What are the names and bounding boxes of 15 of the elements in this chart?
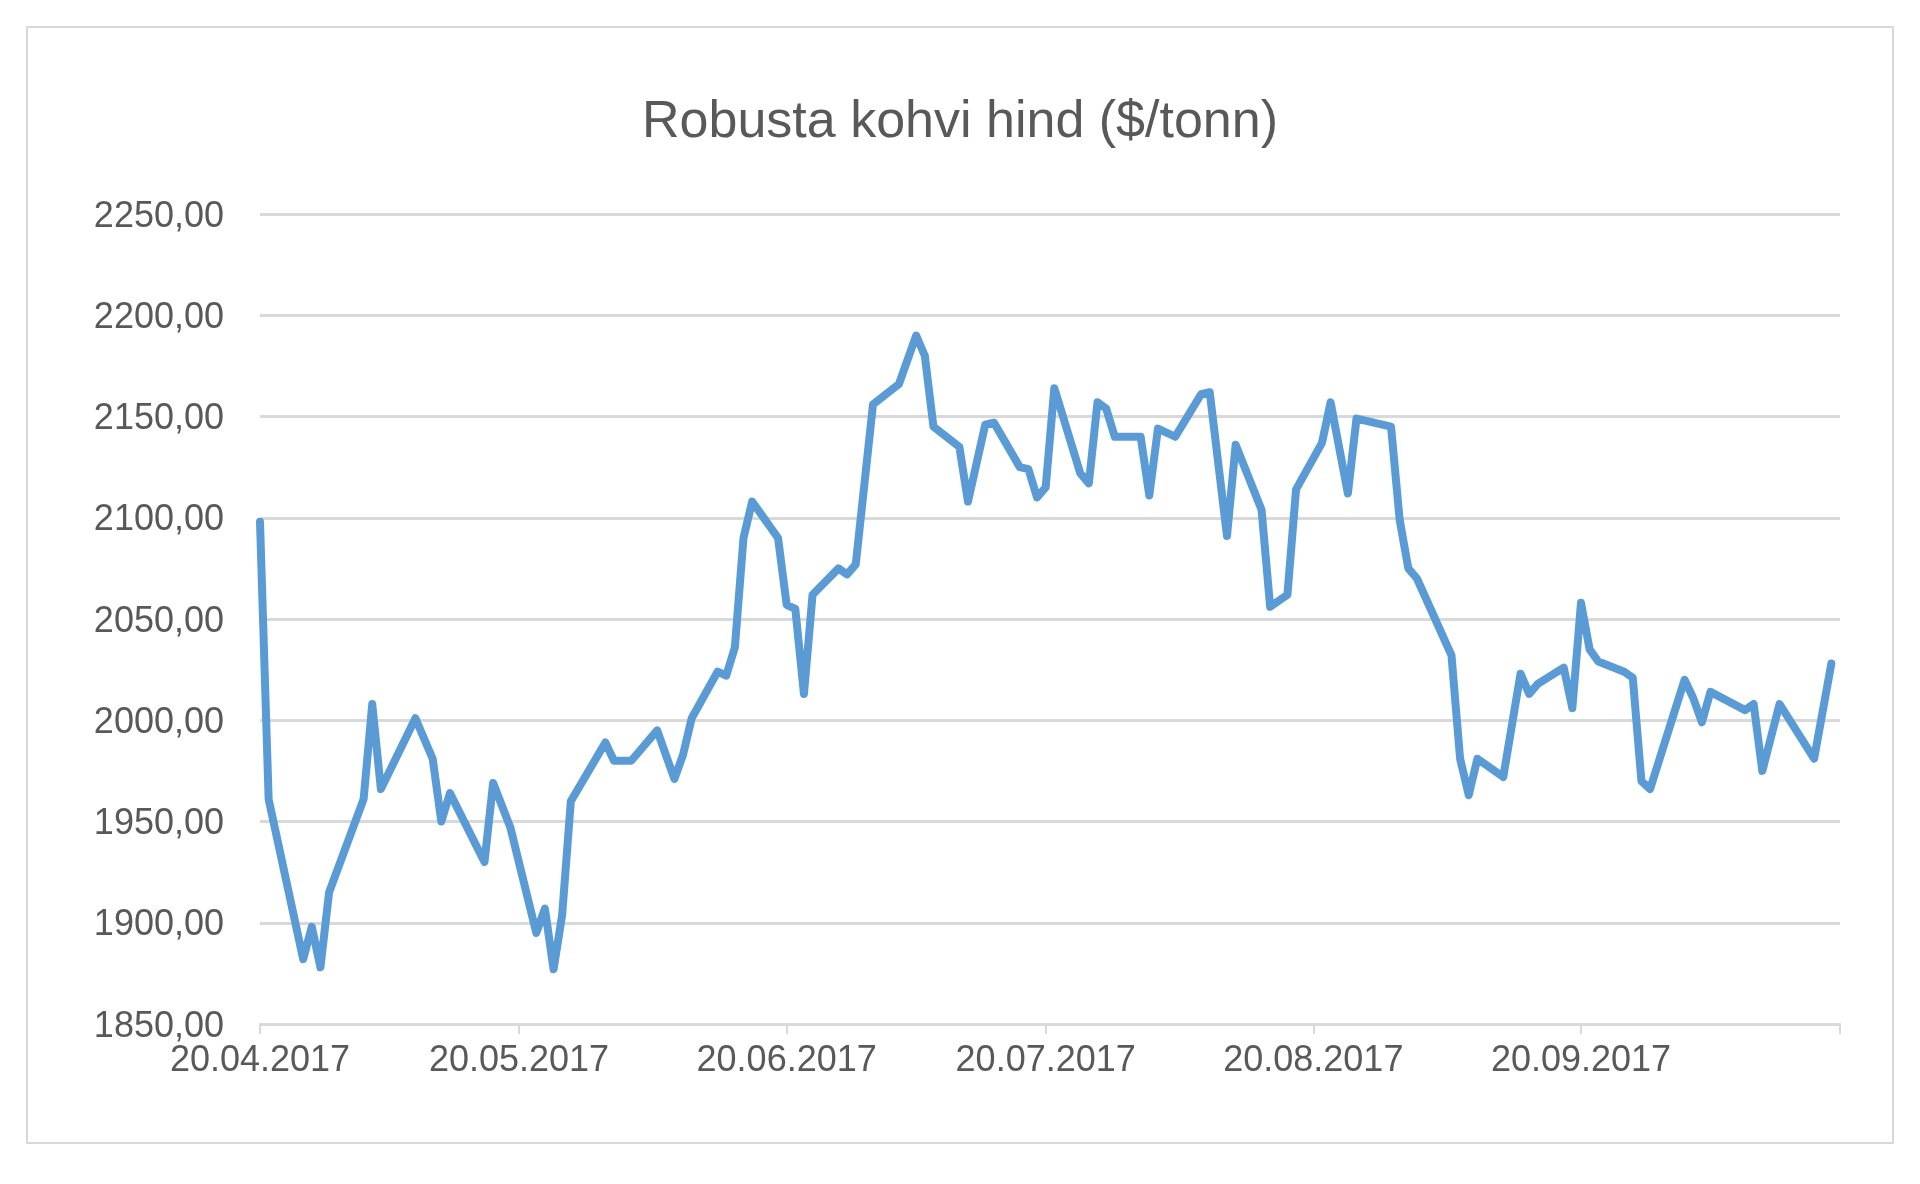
y-tick-label: 2200,00: [93, 294, 224, 336]
chart-title: Robusta kohvi hind ($/tonn): [642, 90, 1278, 148]
y-tick-label: 2050,00: [93, 598, 224, 640]
x-tick-label: 20.09.2017: [1490, 1037, 1672, 1079]
y-tick-label: 2150,00: [93, 396, 224, 437]
y-tick-label: 1850,00: [93, 1003, 224, 1045]
x-tick-label: 20.05.2017: [428, 1037, 610, 1079]
y-tick-label: 1900,00: [93, 902, 224, 944]
y-tick-label: 2000,00: [93, 699, 224, 741]
x-tick-label: 20.07.2017: [955, 1037, 1136, 1079]
x-tick-label: 20.08.2017: [1223, 1037, 1404, 1079]
x-tick-label: 20.06.2017: [696, 1037, 877, 1079]
y-tick-label: 2250,00: [93, 193, 224, 235]
y-tick-label: 1950,00: [93, 801, 224, 842]
y-tick-label: 2100,00: [93, 497, 224, 539]
